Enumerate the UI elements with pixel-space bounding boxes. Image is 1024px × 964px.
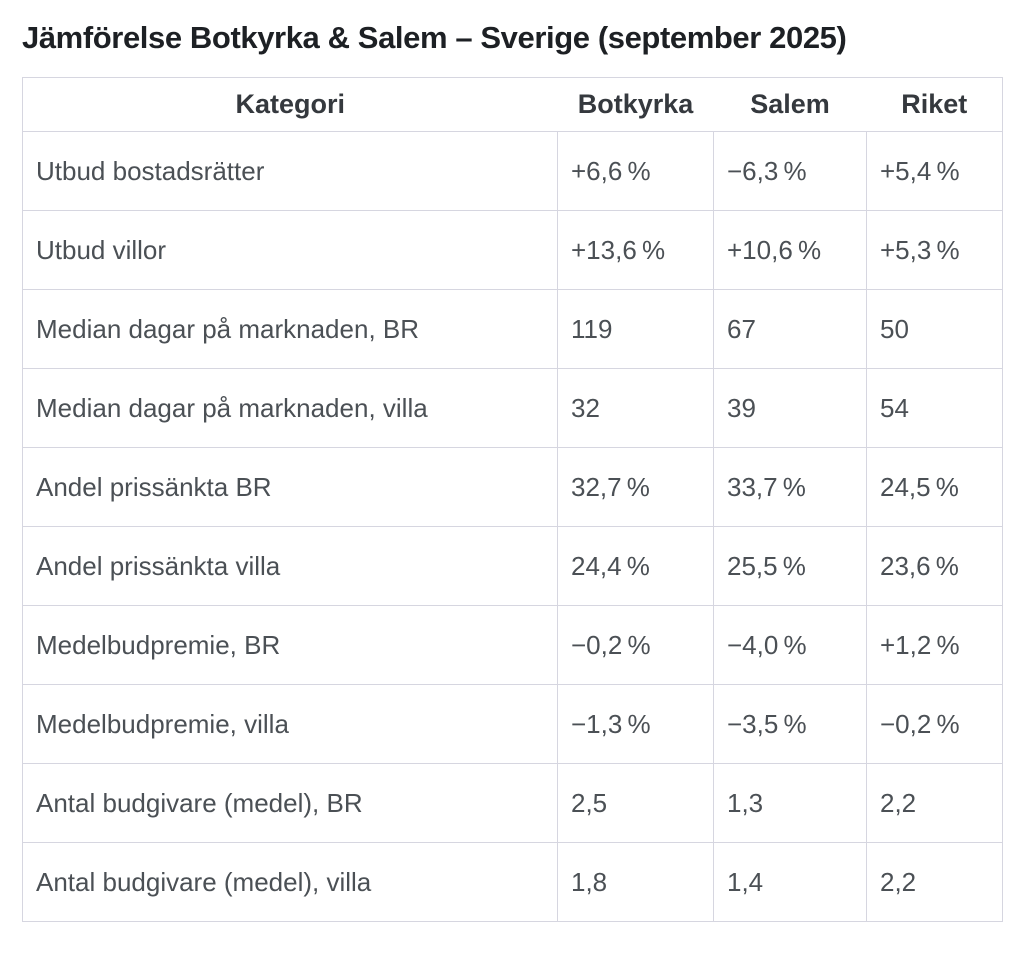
row-label: Medelbudpremie, villa — [22, 684, 558, 764]
table-row: Utbud villor +13,6 % +10,6 % +5,3 % — [22, 210, 1003, 290]
page-title: Jämförelse Botkyrka & Salem – Sverige (s… — [22, 20, 847, 55]
row-label: Antal budgivare (medel), BR — [22, 763, 558, 843]
table-row: Median dagar på marknaden, BR 119 67 50 — [22, 289, 1003, 369]
cell-salem: 1,4 — [713, 842, 867, 922]
cell-salem: +10,6 % — [713, 210, 867, 290]
cell-salem: 33,7 % — [713, 447, 867, 527]
cell-botkyrka: −1,3 % — [557, 684, 714, 764]
column-header-riket: Riket — [866, 77, 1003, 132]
cell-riket: 2,2 — [866, 763, 1003, 843]
column-header-kategori: Kategori — [22, 77, 558, 132]
row-label: Median dagar på marknaden, BR — [22, 289, 558, 369]
comparison-table: Kategori Botkyrka Salem Riket Utbud bost… — [22, 77, 1003, 922]
row-label: Antal budgivare (medel), villa — [22, 842, 558, 922]
column-header-salem: Salem — [713, 77, 867, 132]
row-label: Utbud villor — [22, 210, 558, 290]
table-row: Antal budgivare (medel), villa 1,8 1,4 2… — [22, 842, 1003, 922]
row-label: Utbud bostadsrätter — [22, 131, 558, 211]
cell-salem: 67 — [713, 289, 867, 369]
cell-botkyrka: +6,6 % — [557, 131, 714, 211]
cell-riket: 54 — [866, 368, 1003, 448]
cell-riket: +5,4 % — [866, 131, 1003, 211]
cell-riket: 24,5 % — [866, 447, 1003, 527]
cell-botkyrka: −0,2 % — [557, 605, 714, 685]
column-header-botkyrka: Botkyrka — [557, 77, 714, 132]
page: Jämförelse Botkyrka & Salem – Sverige (s… — [0, 19, 1024, 922]
cell-salem: −4,0 % — [713, 605, 867, 685]
cell-salem: 39 — [713, 368, 867, 448]
table-row: Andel prissänkta BR 32,7 % 33,7 % 24,5 % — [22, 447, 1003, 527]
cell-salem: −6,3 % — [713, 131, 867, 211]
table-row: Antal budgivare (medel), BR 2,5 1,3 2,2 — [22, 763, 1003, 843]
cell-riket: +1,2 % — [866, 605, 1003, 685]
cell-riket: 23,6 % — [866, 526, 1003, 606]
cell-salem: −3,5 % — [713, 684, 867, 764]
table-row: Median dagar på marknaden, villa 32 39 5… — [22, 368, 1003, 448]
cell-riket: −0,2 % — [866, 684, 1003, 764]
row-label: Andel prissänkta BR — [22, 447, 558, 527]
table-row: Utbud bostadsrätter +6,6 % −6,3 % +5,4 % — [22, 131, 1003, 211]
cell-riket: 2,2 — [866, 842, 1003, 922]
table-header-row: Kategori Botkyrka Salem Riket — [22, 77, 1003, 132]
cell-botkyrka: 32 — [557, 368, 714, 448]
table-row: Medelbudpremie, villa −1,3 % −3,5 % −0,2… — [22, 684, 1003, 764]
cell-salem: 25,5 % — [713, 526, 867, 606]
cell-botkyrka: 32,7 % — [557, 447, 714, 527]
table-row: Andel prissänkta villa 24,4 % 25,5 % 23,… — [22, 526, 1003, 606]
cell-botkyrka: 24,4 % — [557, 526, 714, 606]
cell-riket: 50 — [866, 289, 1003, 369]
table-row: Medelbudpremie, BR −0,2 % −4,0 % +1,2 % — [22, 605, 1003, 685]
cell-salem: 1,3 — [713, 763, 867, 843]
cell-botkyrka: 1,8 — [557, 842, 714, 922]
cell-botkyrka: +13,6 % — [557, 210, 714, 290]
cell-botkyrka: 119 — [557, 289, 714, 369]
cell-riket: +5,3 % — [866, 210, 1003, 290]
row-label: Median dagar på marknaden, villa — [22, 368, 558, 448]
row-label: Andel prissänkta villa — [22, 526, 558, 606]
row-label: Medelbudpremie, BR — [22, 605, 558, 685]
cell-botkyrka: 2,5 — [557, 763, 714, 843]
